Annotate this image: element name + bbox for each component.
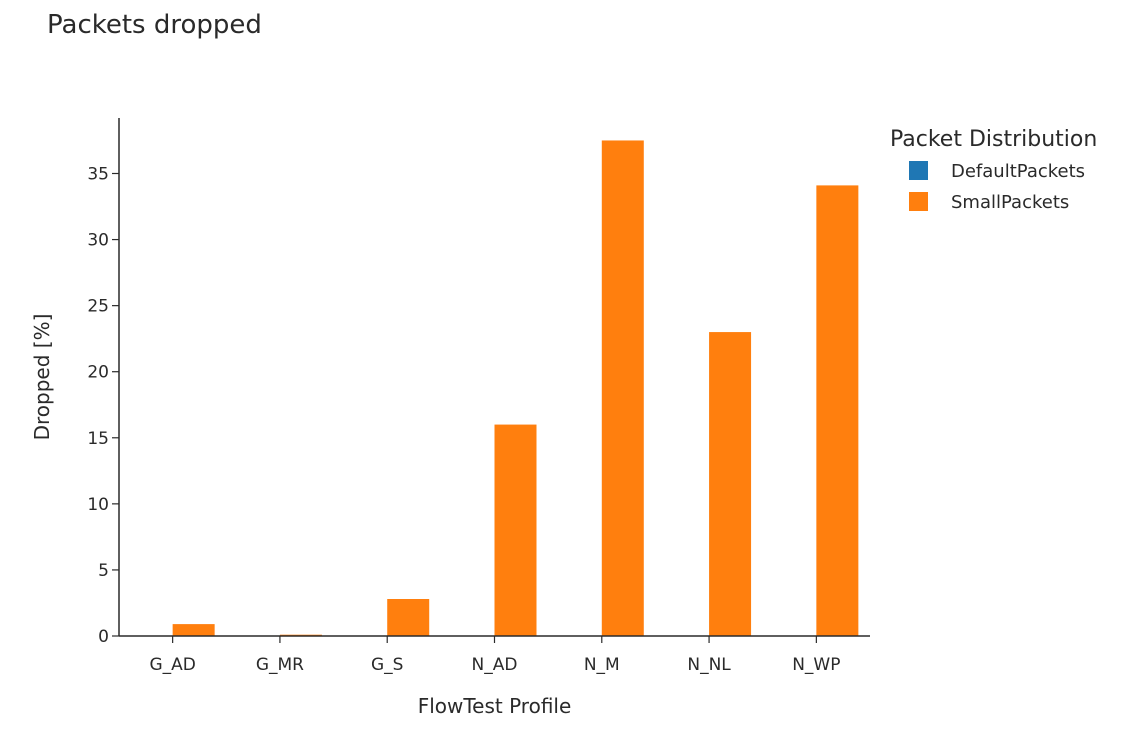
bar-smallpackets-n_ad [494, 424, 537, 636]
bar-smallpackets-g_s [387, 599, 430, 636]
bar-smallpackets-n_m [601, 140, 644, 636]
y-tick-label: 0 [98, 627, 109, 647]
bar-smallpackets-n_wp [816, 185, 859, 636]
y-tick-label: 30 [87, 231, 109, 251]
legend: Packet Distribution DefaultPackets SmallP… [890, 127, 1097, 213]
bars-group [172, 140, 859, 636]
x-tick-label: N_M [584, 655, 620, 675]
x-ticks-group: G_AD G_MR G_S N_AD N_M N_NL N_WP [149, 636, 840, 675]
legend-title: Packet Distribution [890, 127, 1097, 152]
x-tick-label: G_AD [149, 655, 195, 675]
y-tick-label: 35 [87, 165, 109, 185]
x-axis-label: FlowTest Profile [418, 694, 572, 718]
chart-title: Packets dropped [47, 10, 262, 40]
x-tick-label: N_WP [792, 655, 840, 675]
x-tick-label: G_S [371, 655, 403, 675]
y-tick-label: 5 [98, 561, 109, 581]
x-tick-label: N_NL [687, 655, 731, 675]
legend-swatch-defaultpackets [909, 161, 928, 180]
y-tick-label: 15 [87, 429, 109, 449]
bar-smallpackets-n_nl [709, 332, 752, 636]
y-tick-label: 20 [87, 363, 109, 383]
y-tick-label: 25 [87, 297, 109, 317]
y-tick-label: 10 [87, 495, 109, 515]
legend-label-defaultpackets: DefaultPackets [951, 161, 1085, 182]
x-tick-label: G_MR [256, 655, 304, 675]
legend-swatch-smallpackets [909, 192, 928, 211]
x-tick-label: N_AD [472, 655, 518, 675]
y-axis-label: Dropped [%] [30, 314, 54, 441]
legend-label-smallpackets: SmallPackets [951, 192, 1069, 213]
y-ticks-group: 0 5 10 15 20 25 30 35 [87, 165, 119, 647]
bar-smallpackets-g_ad [172, 624, 215, 636]
